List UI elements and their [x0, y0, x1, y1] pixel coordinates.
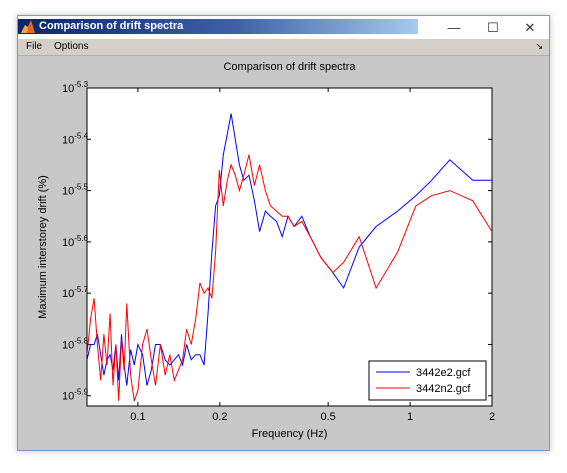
- y-axis-label: Maximum interstorey drift (%): [37, 175, 49, 319]
- title-gradient: [18, 19, 418, 34]
- title-bar[interactable]: Comparison of drift spectra — ☐ ✕: [18, 16, 549, 39]
- legend-label-2: 3442n2.gcf: [416, 383, 471, 395]
- menu-options[interactable]: Options: [54, 41, 89, 52]
- y-tick-label: 10-5.3: [62, 80, 89, 95]
- y-tick-label: 10-5.5: [62, 183, 89, 198]
- menu-bar: File Options ↘: [18, 39, 549, 56]
- y-tick-label: 10-5.6: [62, 234, 89, 249]
- legend-label-1: 3442e2.gcf: [416, 367, 471, 379]
- x-tick-label: 0.1: [130, 411, 145, 423]
- x-tick-label: 2: [489, 411, 495, 423]
- y-tick-label: 10-5.9: [62, 388, 89, 403]
- x-axis-ticks: 0.1 0.2 0.5 1 2: [130, 88, 495, 423]
- x-tick-label: 0.2: [212, 411, 227, 423]
- minimize-button[interactable]: —: [447, 20, 461, 35]
- matlab-app-icon: [21, 20, 35, 33]
- legend: 3442e2.gcf 3442n2.gcf: [368, 360, 487, 401]
- window-title: Comparison of drift spectra: [39, 20, 184, 32]
- chart-title: Comparison of drift spectra: [223, 61, 356, 73]
- maximize-button[interactable]: ☐: [487, 19, 499, 35]
- series-layer: [86, 113, 493, 402]
- x-tick-label: 1: [407, 411, 413, 423]
- close-button[interactable]: ✕: [524, 19, 536, 35]
- menu-file[interactable]: File: [26, 41, 43, 52]
- legend-box: [368, 360, 487, 401]
- y-tick-label: 10-5.8: [62, 336, 89, 351]
- x-axis-label: Frequency (Hz): [252, 428, 328, 440]
- dock-icon[interactable]: ↘: [535, 41, 543, 51]
- y-axis-ticks: 10-5.9 10-5.8 10-5.7 10-5.6 10-5.5 10-5.4 10-5…: [62, 80, 492, 403]
- series-line-2: [86, 154, 493, 402]
- y-tick-label: 10-5.4: [62, 131, 89, 146]
- y-tick-label: 10-5.7: [62, 285, 89, 300]
- plot-area: [86, 87, 493, 407]
- x-tick-label: 0.5: [320, 411, 335, 423]
